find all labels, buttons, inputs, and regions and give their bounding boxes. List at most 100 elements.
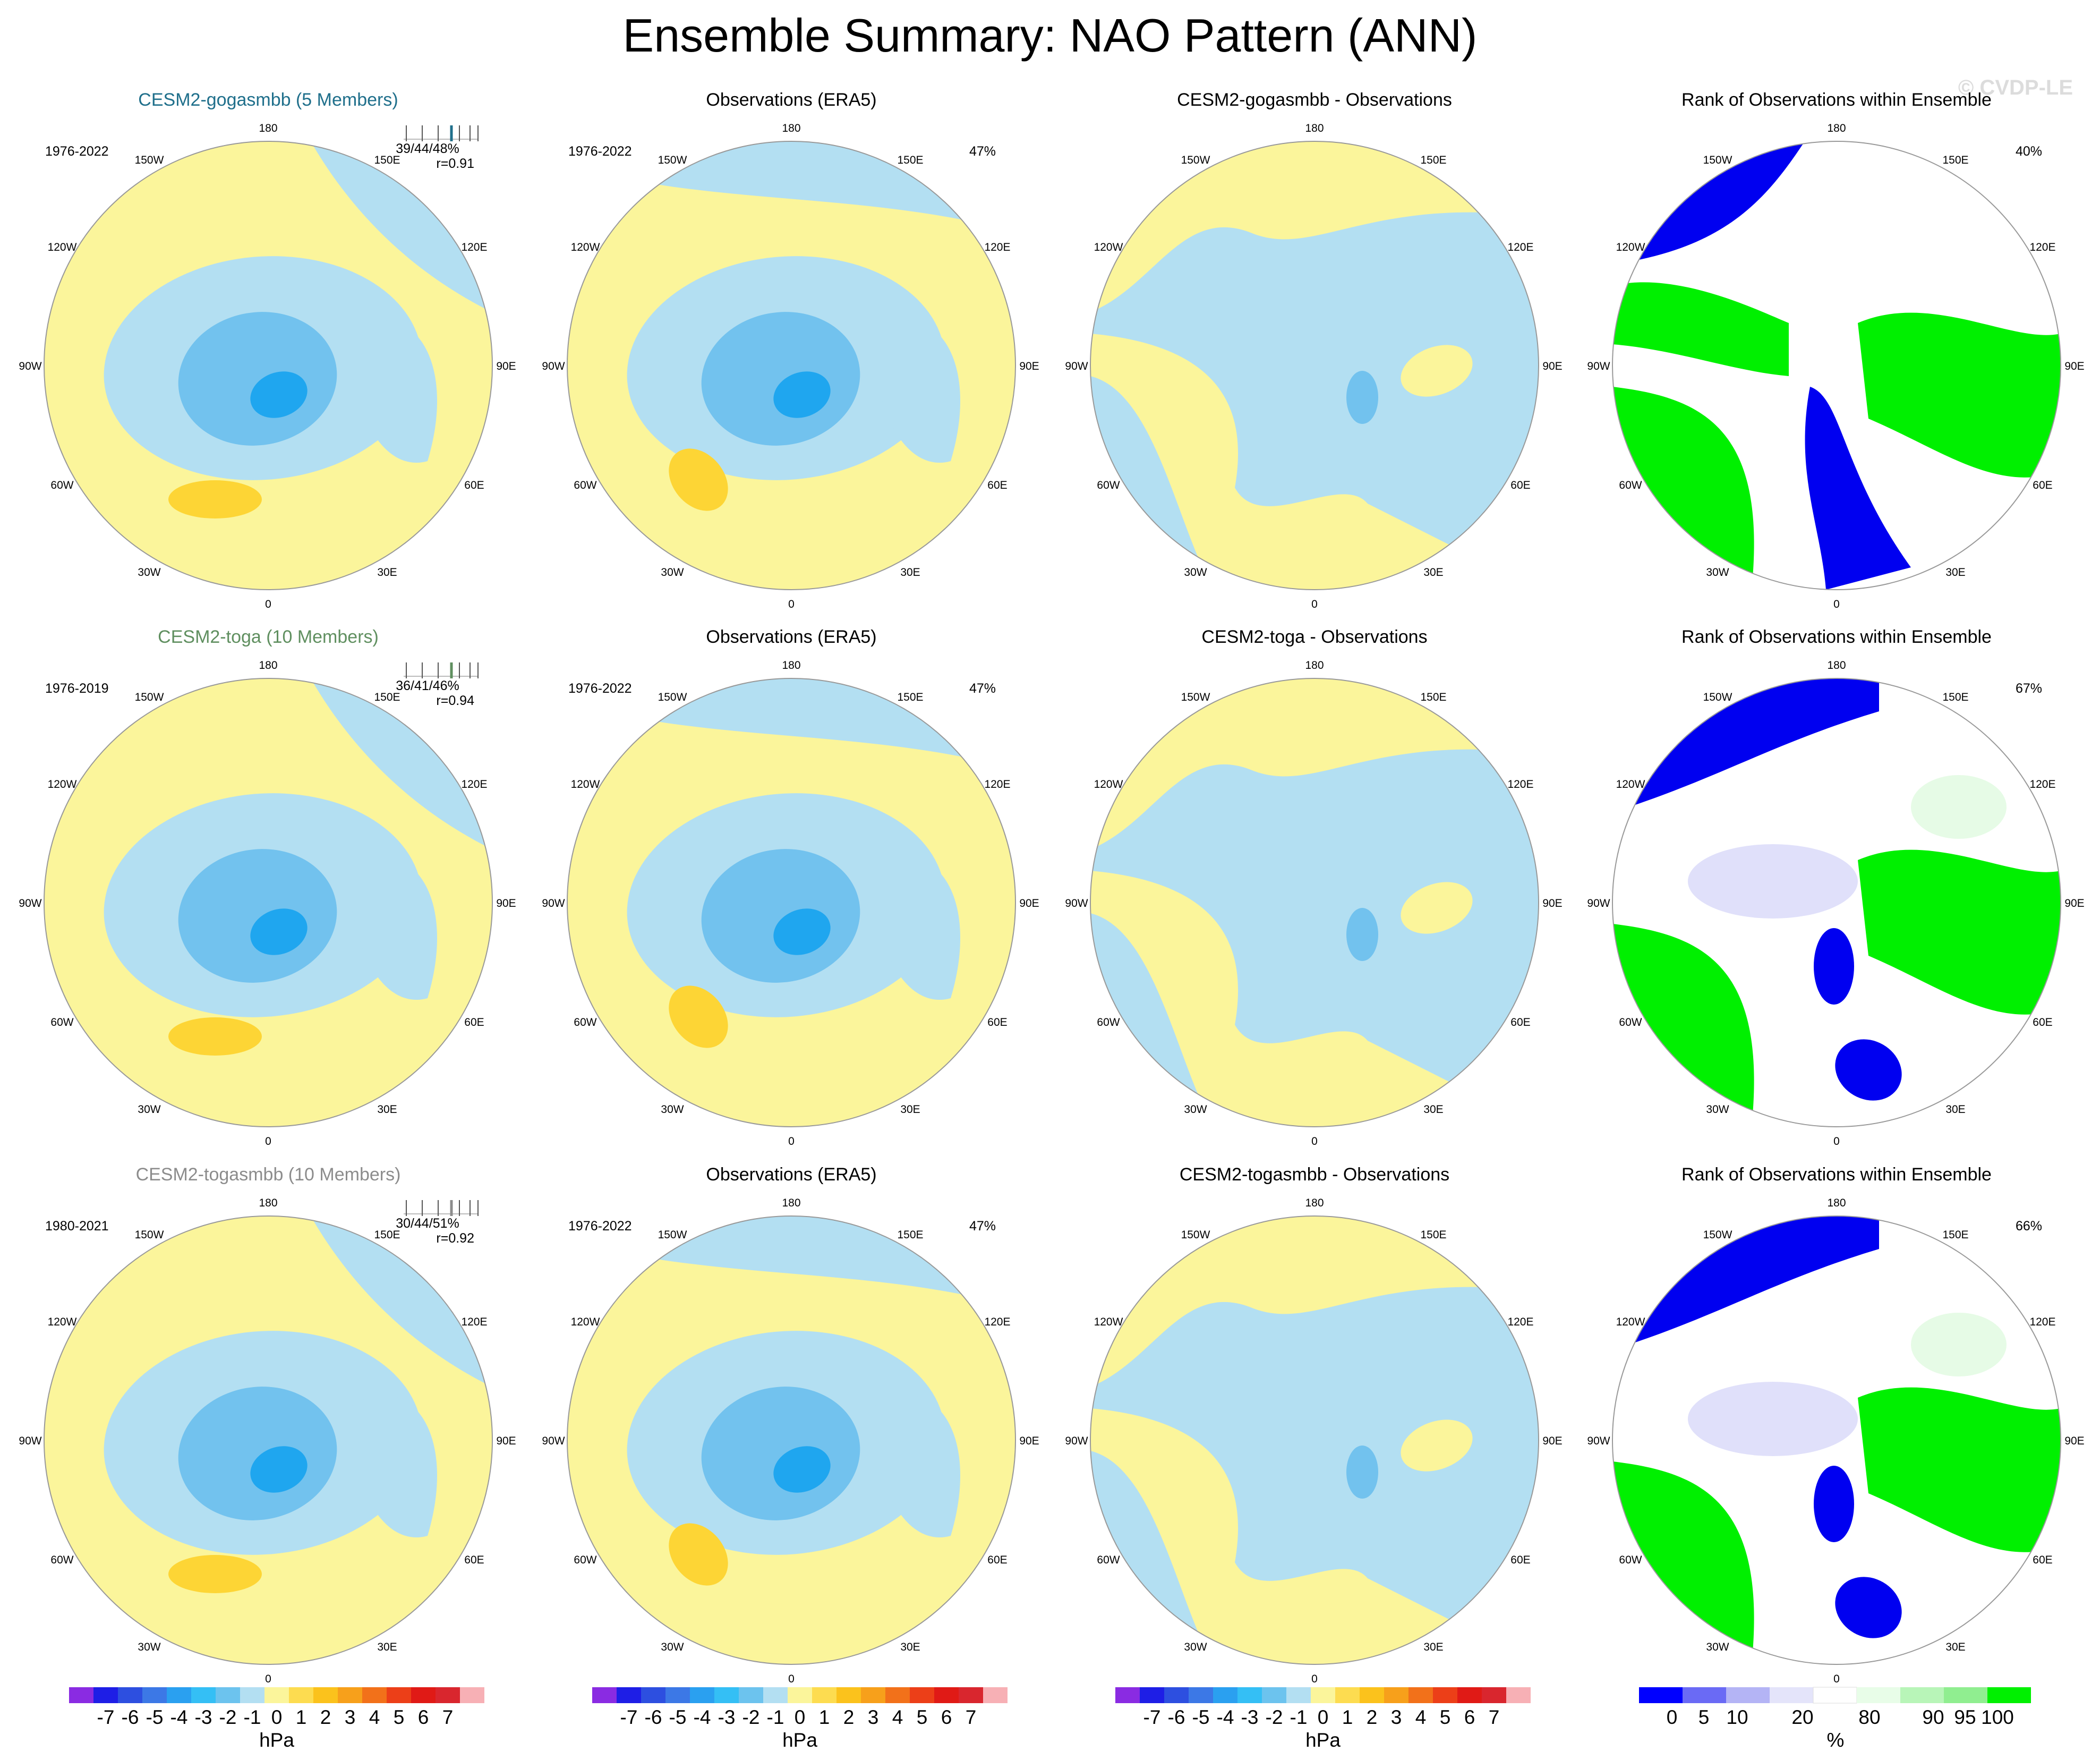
colorbar-hpa: -7 -6 -5 -4 -3 -2 -1 0 1 2 3 4 5 6 7 hPa (69, 1687, 484, 1751)
longitude-label: 90E (496, 1435, 516, 1447)
colorbar-swatch (983, 1687, 1008, 1703)
azores-high-region (168, 1555, 262, 1593)
longitude-label: 90W (19, 360, 41, 372)
arctic-low-core (701, 312, 860, 446)
variance-label: 47% (969, 144, 996, 159)
colorbar-tick: 0 (271, 1706, 283, 1728)
longitude-label: 150W (658, 691, 687, 703)
longitude-label: 90W (1065, 360, 1088, 372)
panel-title: Observations (ERA5) (706, 90, 876, 110)
map-panel-model: CESM2-togasmbb (10 Members) 180 150E 120E 90… (19, 1164, 516, 1685)
longitude-label: 30E (1423, 566, 1443, 579)
longitude-label: 60E (987, 1016, 1007, 1028)
map-boundary (1090, 1215, 1539, 1665)
azores-high-region (669, 448, 728, 511)
colorbar-tick: -6 (645, 1706, 662, 1728)
obs-map-fill (567, 1216, 1015, 1664)
map-boundary (1612, 141, 2061, 590)
colorbar-swatch (362, 1687, 387, 1703)
longitude-label: 30E (900, 1641, 920, 1653)
asia-positive-region (1401, 882, 1473, 934)
longitude-label: 150E (1942, 691, 1968, 703)
rank-high-percentile-region (1858, 849, 2061, 1015)
colorbar-tick: -5 (669, 1706, 687, 1728)
colorbar-unit: hPa (1305, 1729, 1341, 1751)
correlation-label: r=0.91 (436, 156, 474, 171)
longitude-label: 30W (1706, 566, 1729, 579)
map-panel-obs: Observations (ERA5) 180 150E 120E 90E 60E 30E 0… (542, 90, 1039, 610)
colorbar-swatch (959, 1687, 983, 1703)
colorbar-tick: -1 (1290, 1706, 1308, 1728)
correlation-label: r=0.94 (436, 693, 474, 708)
longitude-label: 90E (2064, 897, 2084, 909)
longitude-label: 30W (1184, 566, 1207, 579)
arctic-low-core (701, 849, 860, 983)
longitude-label: 90W (19, 897, 41, 909)
colorbar-tick: 7 (442, 1706, 454, 1728)
longitude-label: 150W (135, 691, 164, 703)
colorbar-tick: -3 (718, 1706, 736, 1728)
longitude-label: 90W (1587, 1435, 1610, 1447)
longitude-label: 120E (984, 778, 1010, 790)
colorbar-swatch (1770, 1687, 1813, 1703)
longitude-label: 150E (1942, 1229, 1968, 1241)
longitude-label: 30E (900, 1103, 920, 1116)
longitude-label: 90E (1542, 897, 1562, 909)
longitude-label: 60W (1619, 1016, 1642, 1028)
longitude-label: 60E (464, 1554, 484, 1566)
colorbar-tick: 1 (296, 1706, 307, 1728)
colorbar-swatch (1683, 1687, 1726, 1703)
colorbar-swatch (216, 1687, 240, 1703)
colorbar-swatch (1408, 1687, 1433, 1703)
map-boundary (1612, 678, 2061, 1127)
longitude-label: 90E (2064, 1435, 2084, 1447)
colorbar-swatch (240, 1687, 264, 1703)
colorbar-swatch (436, 1687, 460, 1703)
period-label: 1976-2022 (568, 1219, 632, 1234)
colorbar-tick: 0 (1318, 1706, 1329, 1728)
colorbar-swatch (1457, 1687, 1482, 1703)
colorbar-tick: -4 (170, 1706, 188, 1728)
model-map-fill (44, 1216, 492, 1664)
variance-label: 47% (969, 1219, 996, 1234)
longitude-label: 0 (265, 1673, 271, 1685)
longitude-label: 120E (1507, 241, 1533, 253)
longitude-label: 30E (1423, 1641, 1443, 1653)
colorbar-swatch (1813, 1687, 1857, 1704)
atlantic-positive-region (1090, 1408, 1539, 1664)
longitude-label: 150E (374, 691, 400, 703)
colorbar-tick: -7 (1143, 1706, 1161, 1728)
model-map-fill (44, 141, 492, 590)
pattern-stats: 30/44/51% (396, 1216, 459, 1231)
longitude-label: 30W (661, 1103, 684, 1116)
longitude-label: 90W (542, 360, 565, 372)
longitude-label: 30E (1945, 1103, 1965, 1116)
colorbar-rank: 0 5 10 20 80 90 95 100% (1639, 1687, 2031, 1751)
longitude-label: 60W (1097, 479, 1120, 491)
colorbar-tick: 5 (917, 1706, 928, 1728)
longitude-label: 90E (1542, 360, 1562, 372)
longitude-label: 120W (48, 1316, 77, 1328)
colorbar-swatch (1482, 1687, 1506, 1703)
longitude-label: 0 (788, 1673, 795, 1685)
colorbar-tick: 4 (369, 1706, 380, 1728)
longitude-label: 30W (1706, 1103, 1729, 1116)
rank-mid-percentile-region (1911, 1313, 2007, 1376)
panel-grid: CESM2-gogasmbb (5 Members) 180 150E 120E 90E… (19, 90, 2084, 1685)
arctic-negative-core (1346, 908, 1378, 961)
panel-title: Rank of Observations within Ensemble (1681, 627, 1992, 647)
colorbar-swatch (1164, 1687, 1189, 1703)
map-panel-obs: Observations (ERA5) 180 150E 120E 90E 60E 30E 0… (542, 627, 1039, 1147)
asia-positive-region (1401, 345, 1473, 397)
colorbar-tick: 5 (1440, 1706, 1451, 1728)
colorbar-swatch (1360, 1687, 1384, 1703)
arctic-low-core (178, 849, 337, 983)
east-low-region (348, 857, 438, 1000)
colorbar-swatch (812, 1687, 836, 1703)
colorbar-swatch (1311, 1687, 1335, 1703)
longitude-label: 30W (138, 1103, 160, 1116)
longitude-label: 30W (1706, 1641, 1729, 1653)
azores-high-region (669, 985, 728, 1048)
colorbar-tick: 10 (1726, 1706, 1748, 1728)
colorbar-tick: 0 (795, 1706, 806, 1728)
